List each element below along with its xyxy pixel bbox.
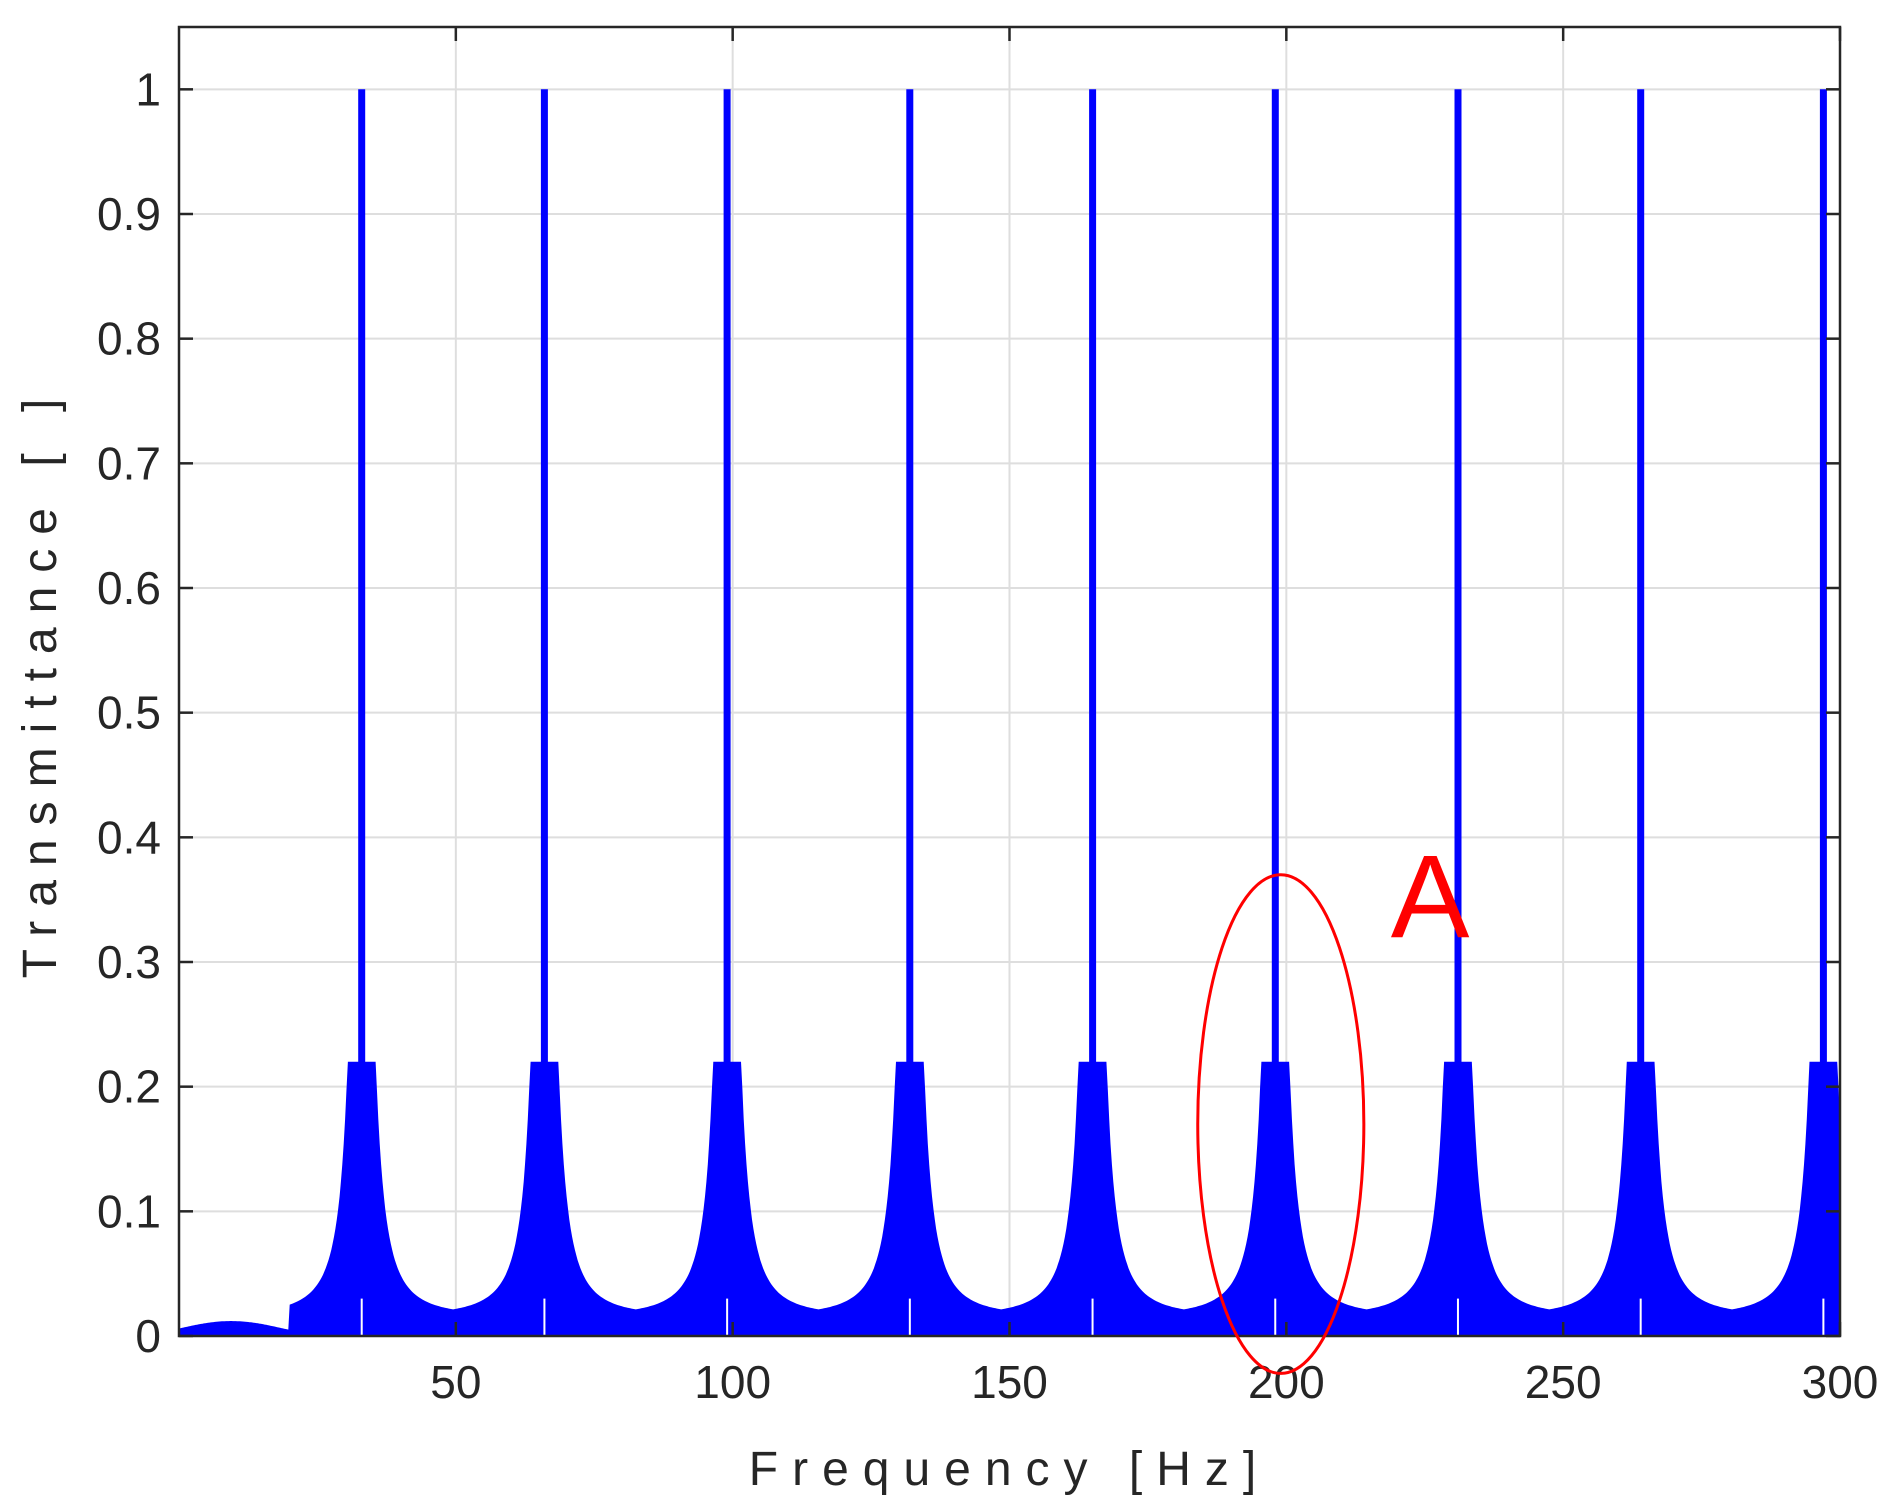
resonance-peak (349, 89, 374, 1336)
y-tick-label: 1 (135, 63, 161, 115)
annotation-ellipse (1196, 873, 1366, 1375)
x-tick-label: 250 (1525, 1356, 1602, 1408)
resonance-peak (715, 89, 740, 1336)
y-tick-label: 0.1 (97, 1185, 161, 1237)
annotations: A (1196, 831, 1470, 1375)
resonance-peak (1080, 89, 1105, 1336)
y-tick-label: 0.4 (97, 811, 161, 863)
resonance-peak (1628, 89, 1653, 1336)
y-tick-label: 0.5 (97, 687, 161, 739)
resonance-peak (1811, 89, 1836, 1336)
y-tick-label: 0.6 (97, 562, 161, 614)
series-group (179, 89, 1840, 1336)
annotation-label: A (1391, 831, 1470, 963)
axes-frame (177, 25, 1842, 1338)
x-tick-label: 300 (1802, 1356, 1879, 1408)
y-tick-label: 0.3 (97, 936, 161, 988)
x-tick-label: 50 (430, 1356, 481, 1408)
y-tick-label: 0.8 (97, 313, 161, 365)
x-tick-label: 150 (971, 1356, 1048, 1408)
resonance-peak (532, 89, 557, 1336)
resonance-peak (1446, 89, 1470, 1336)
y-tick-label: 0.9 (97, 188, 161, 240)
x-tick-label: 100 (694, 1356, 771, 1408)
resonance-peak (897, 89, 922, 1336)
y-tick-label: 0.2 (97, 1061, 161, 1113)
series-baseline-area (179, 1061, 1840, 1336)
y-axis-label: Transmittance [ ] (14, 385, 67, 979)
y-tick-label: 0.7 (97, 437, 161, 489)
grid-lines (179, 27, 1841, 1337)
resonance-peak (1263, 89, 1288, 1336)
y-tick-labels: 0 0.1 0.2 0.3 0.4 0.5 0.6 0.7 0.8 0.9 1 (97, 63, 161, 1362)
y-tick-label: 0 (135, 1310, 161, 1362)
x-axis-label: Frequency [Hz] (749, 1443, 1270, 1496)
